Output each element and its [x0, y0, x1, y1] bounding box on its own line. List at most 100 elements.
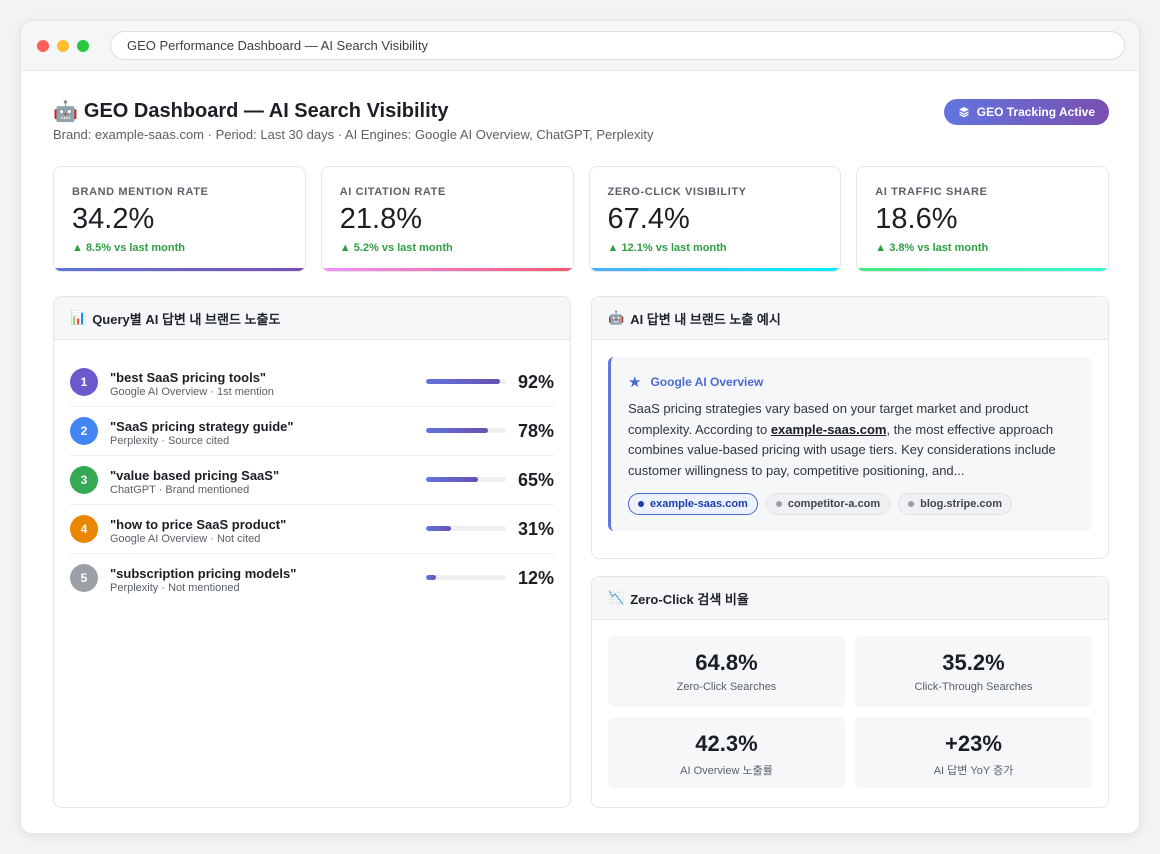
kpi-accent-bar	[321, 268, 573, 271]
progress-fill	[426, 526, 451, 531]
badge-label: GEO Tracking Active	[976, 105, 1095, 119]
stat-label: Click-Through Searches	[914, 681, 1033, 693]
zero-click-panel: 📉 Zero-Click 검색 비율 64.8% Zero-Click Sear…	[591, 576, 1109, 808]
kpi-delta: ▲ 3.8% vs last month	[875, 242, 989, 254]
query-percentage: 78%	[517, 421, 554, 441]
answer-text-after: , the most effective approach combines v…	[628, 421, 1056, 478]
chip-label: example-saas.com	[650, 498, 748, 510]
minimize-window-button[interactable]	[57, 40, 69, 52]
query-row[interactable]: 5 "subscription pricing models" Perplexi…	[70, 554, 554, 603]
kpi-delta: ▲ 12.1% vs last month	[607, 242, 727, 254]
query-text: "SaaS pricing strategy guide"	[110, 419, 294, 434]
star-icon: ★	[628, 374, 642, 391]
page-subtitle: Brand: example-saas.com · Period: Last 3…	[53, 127, 654, 142]
stat-value: +23%	[945, 731, 1002, 756]
address-bar[interactable]: GEO Performance Dashboard — AI Search Vi…	[110, 31, 1125, 60]
query-list: 1 "best SaaS pricing tools" Google AI Ov…	[70, 358, 554, 603]
citation-chip[interactable]: example-saas.com	[628, 493, 758, 515]
chip-dot	[775, 501, 782, 507]
progress-fill	[426, 428, 489, 433]
kpi-value: 18.6%	[875, 203, 958, 235]
progress-fill	[426, 575, 436, 580]
query-row[interactable]: 1 "best SaaS pricing tools" Google AI Ov…	[70, 358, 554, 407]
query-percentage: 65%	[517, 470, 554, 490]
close-window-button[interactable]	[37, 40, 49, 52]
kpi-value: 34.2%	[72, 203, 155, 235]
citation-chip[interactable]: blog.stripe.com	[898, 493, 1013, 515]
query-row[interactable]: 3 "value based pricing SaaS" ChatGPT · B…	[70, 456, 554, 505]
answer-source-name: Google AI Overview	[650, 375, 764, 389]
rank-badge: 3	[70, 466, 98, 494]
kpi-delta: ▲ 8.5% vs last month	[72, 242, 185, 254]
stat-label: Zero-Click Searches	[676, 681, 777, 693]
progress-track	[426, 575, 506, 580]
robot-icon: 🤖	[53, 101, 78, 123]
chip-dot	[908, 501, 915, 507]
stat-card: 42.3% AI Overview 노출률	[608, 717, 845, 788]
progress-track	[426, 526, 506, 531]
panel-title: Query별 AI 답변 내 브랜드 노출도	[92, 311, 281, 327]
answer-text-before: SaaS pricing strategies vary based on yo…	[628, 401, 1029, 437]
browser-titlebar: GEO Performance Dashboard — AI Search Vi…	[21, 21, 1139, 71]
panel-header: 🤖 AI 답변 내 브랜드 노출 예시	[592, 297, 1108, 340]
progress-fill	[426, 477, 478, 482]
kpi-label: BRAND MENTION RATE	[72, 186, 209, 198]
progress-track	[426, 379, 506, 384]
citation-chips: example-saas.com competitor-a.com blog.s…	[628, 493, 1013, 515]
stat-card: +23% AI 답변 YoY 증가	[855, 717, 1092, 788]
query-meta: Google AI Overview · 1st mention	[110, 386, 274, 398]
stat-card: 64.8% Zero-Click Searches	[608, 636, 845, 707]
progress-track	[426, 477, 506, 482]
robot-icon: 🤖	[608, 310, 625, 325]
stat-label: AI 답변 YoY 증가	[933, 765, 1014, 777]
kpi-label: AI CITATION RATE	[339, 186, 446, 198]
zero-click-stats: 64.8% Zero-Click Searches 35.2% Click-Th…	[608, 636, 1092, 788]
rank-badge: 2	[70, 417, 98, 445]
citation-chip[interactable]: competitor-a.com	[765, 493, 891, 515]
query-percentage: 12%	[517, 568, 554, 588]
answer-text: SaaS pricing strategies vary based on yo…	[628, 399, 1078, 481]
geo-tracking-badge[interactable]: GEO Tracking Active	[943, 99, 1109, 125]
kpi-label: ZERO-CLICK VISIBILITY	[607, 186, 747, 198]
stat-label: AI Overview 노출률	[680, 765, 773, 777]
kpi-label: AI TRAFFIC SHARE	[875, 186, 988, 198]
maximize-window-button[interactable]	[77, 40, 89, 52]
ai-answer-card: ★ Google AI Overview SaaS pricing strate…	[608, 357, 1092, 531]
stat-value: 35.2%	[942, 650, 1005, 675]
progress-track	[426, 428, 506, 433]
query-percentage: 31%	[517, 519, 554, 539]
chip-label: blog.stripe.com	[920, 498, 1003, 510]
kpi-card-ai-traffic-share: AI TRAFFIC SHARE 18.6% ▲ 3.8% vs last mo…	[856, 166, 1109, 272]
query-meta: Google AI Overview · Not cited	[110, 533, 261, 545]
bar-chart-icon: 📊	[70, 310, 87, 325]
brand-mention: example-saas.com	[770, 421, 887, 437]
page-title-text: GEO Dashboard — AI Search Visibility	[83, 100, 449, 122]
kpi-delta: ▲ 5.2% vs last month	[339, 242, 453, 254]
stat-value: 64.8%	[695, 650, 758, 675]
query-row[interactable]: 2 "SaaS pricing strategy guide" Perplexi…	[70, 407, 554, 456]
query-meta: Perplexity · Source cited	[110, 435, 230, 447]
kpi-accent-bar	[589, 268, 841, 271]
chip-label: competitor-a.com	[787, 498, 881, 510]
kpi-card-zero-click-visibility: ZERO-CLICK VISIBILITY 67.4% ▲ 12.1% vs l…	[588, 166, 842, 272]
browser-window: GEO Performance Dashboard — AI Search Vi…	[20, 20, 1140, 834]
chart-decreasing-icon: 📉	[608, 590, 625, 605]
answer-source: ★ Google AI Overview	[628, 373, 763, 391]
query-meta: ChatGPT · Brand mentioned	[110, 484, 250, 496]
query-text: "value based pricing SaaS"	[110, 468, 280, 483]
panel-header: 📊 Query별 AI 답변 내 브랜드 노출도	[54, 297, 570, 340]
query-meta: Perplexity · Not mentioned	[110, 582, 240, 594]
progress-fill	[426, 379, 500, 384]
layers-icon	[958, 107, 969, 118]
query-row[interactable]: 4 "how to price SaaS product" Google AI …	[70, 505, 554, 554]
kpi-value: 67.4%	[607, 203, 690, 235]
kpi-accent-bar	[54, 268, 305, 271]
page-title: 🤖 GEO Dashboard — AI Search Visibility	[53, 99, 448, 124]
query-percentage: 92%	[517, 372, 554, 392]
query-text: "subscription pricing models"	[110, 566, 297, 581]
rank-badge: 4	[70, 515, 98, 543]
rank-badge: 5	[70, 564, 98, 592]
kpi-row: BRAND MENTION RATE 34.2% ▲ 8.5% vs last …	[53, 166, 1109, 272]
kpi-card-ai-citation-rate: AI CITATION RATE 21.8% ▲ 5.2% vs last mo…	[320, 166, 574, 272]
query-exposure-panel: 📊 Query별 AI 답변 내 브랜드 노출도 1 "best SaaS pr…	[53, 296, 571, 808]
